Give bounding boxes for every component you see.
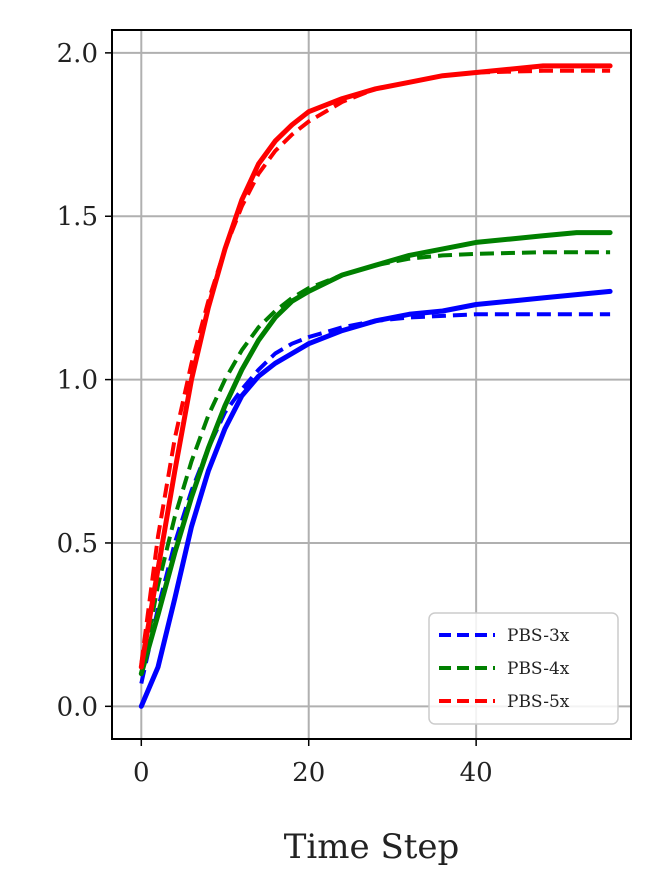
x-tick-label: 0: [133, 758, 150, 788]
legend-label: PBS-5x: [507, 692, 570, 712]
y-tick-label: 1.0: [57, 366, 98, 396]
plot-frame: [111, 29, 632, 740]
x-tick-label: 20: [292, 758, 325, 788]
series-line-pbs-5x: [139, 68, 611, 665]
y-tick-label: 1.5: [57, 202, 98, 232]
series-line-solid-3: [138, 230, 613, 677]
y-tick-label: 2.0: [57, 39, 98, 69]
x-tick-label: 40: [460, 758, 493, 788]
axis-ticks: 0 20 40 0.0 0.5 1.0 1.5 2.0: [57, 39, 493, 788]
series-line-solid-5: [138, 63, 613, 670]
x-axis-label: Time Step: [284, 827, 460, 867]
series-line-pbs-4x: [139, 250, 611, 675]
y-tick-label: 0.5: [57, 529, 98, 559]
grid: [112, 30, 631, 739]
legend-label: PBS-3x: [507, 626, 570, 646]
legend: PBS-3x PBS-4x PBS-5x: [428, 612, 619, 725]
series-lines: [138, 63, 613, 709]
legend-box: [428, 612, 619, 725]
y-tick-label: 0.0: [57, 692, 98, 722]
series-line-solid-1: [138, 288, 613, 709]
legend-label: PBS-4x: [507, 659, 570, 679]
